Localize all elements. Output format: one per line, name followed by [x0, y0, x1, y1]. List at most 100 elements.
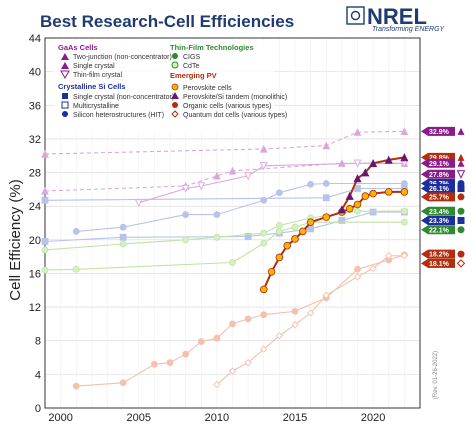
legend-item-perovskite: Perovskite cells — [171, 83, 232, 92]
label-value: 22.1% — [429, 227, 450, 234]
label-value: 23.4% — [429, 209, 450, 216]
label-value: 27.8% — [429, 172, 450, 179]
data-point — [369, 189, 377, 198]
label-marker-icon — [457, 185, 465, 193]
data-point — [337, 205, 346, 214]
data-point — [322, 180, 330, 187]
x-tick-label: 2005 — [127, 412, 151, 424]
label-value: 23.3% — [429, 218, 450, 225]
data-point — [384, 155, 393, 164]
data-point — [119, 379, 127, 387]
data-point — [197, 182, 206, 191]
legend-item-cigs: CIGS — [172, 53, 200, 61]
series-5 — [72, 180, 408, 235]
efficiency-label-7: 22.1% — [421, 225, 465, 234]
data-point — [354, 207, 361, 215]
data-point — [322, 194, 330, 202]
data-point — [150, 360, 158, 368]
data-point — [41, 266, 49, 274]
data-point — [228, 367, 237, 375]
data-point — [182, 350, 190, 358]
data-point — [41, 246, 49, 254]
data-point — [353, 128, 362, 136]
series-4 — [41, 208, 408, 245]
data-point — [244, 358, 252, 367]
revision-note: (Rev. 01-26-2022) — [433, 351, 439, 399]
label-marker-icon — [457, 207, 465, 215]
data-point — [182, 236, 190, 244]
series-line — [44, 162, 405, 192]
y-tick-label: 36 — [29, 100, 41, 112]
data-point — [72, 228, 80, 235]
data-point — [275, 222, 283, 229]
data-point — [259, 162, 268, 171]
data-point — [260, 239, 268, 247]
data-point — [275, 189, 283, 197]
data-point — [213, 380, 221, 389]
data-point — [213, 334, 221, 342]
nrel-logo: NREL Transforming ENERGY — [346, 4, 446, 33]
label-marker-icon — [457, 159, 465, 167]
series-line — [44, 210, 405, 251]
data-point — [213, 171, 221, 180]
svg-text:Single crystal (non-concentrat: Single crystal (non-concentrator) — [73, 94, 174, 101]
filled-circle-icon — [62, 111, 68, 117]
legend-item-quantum-dot: Quantum dot cells (various types) — [171, 110, 287, 119]
data-point — [369, 159, 378, 168]
data-point — [369, 208, 377, 216]
y-tick-label: 0 — [35, 403, 41, 415]
filled-triangle-icon — [171, 92, 179, 99]
data-point — [275, 253, 284, 262]
legend: GaAs Cells Two-junction (non-concentrato… — [54, 41, 287, 133]
series-line — [44, 130, 405, 155]
data-point — [400, 127, 409, 135]
plot-frame — [44, 37, 421, 409]
filled-circle-icon — [172, 102, 178, 108]
data-point — [345, 204, 354, 213]
series-line — [216, 255, 405, 385]
series-10 — [72, 251, 408, 390]
label-value: 25.7% — [429, 195, 450, 202]
data-point — [353, 200, 362, 209]
efficiency-label-8: 25.7% — [421, 192, 465, 202]
label-tag — [421, 215, 455, 225]
data-point — [182, 211, 190, 218]
data-point — [291, 307, 299, 315]
legend-item-si-multi: Multicrystalline — [61, 101, 119, 110]
label-value: 29.8% — [429, 155, 450, 162]
data-point — [166, 359, 174, 366]
series-2 — [134, 159, 409, 208]
data-point — [119, 240, 127, 248]
logo-tagline: Transforming ENERGY — [372, 26, 446, 33]
series-line — [262, 190, 405, 290]
series-6 — [41, 207, 408, 254]
legend-item-gaas-two-junction: Two-junction (non-concentrator) — [61, 53, 172, 61]
series-9 — [337, 153, 409, 214]
x-tick-label: 2015 — [283, 412, 307, 424]
data-point — [322, 213, 331, 221]
y-axis-label: Cell Efficiency (%) — [7, 179, 24, 300]
series-0 — [41, 127, 409, 158]
svg-text:Perovskite/Si tandem (monolith: Perovskite/Si tandem (monolithic) — [183, 94, 287, 101]
data-point — [244, 315, 252, 323]
data-point — [400, 188, 409, 196]
legend-item-si-single: Single crystal (non-concentrator) — [62, 93, 174, 101]
efficiency-label-4: 23.3% — [421, 215, 465, 225]
legend-item-si-hit: Silicon heterostructures (HIT) — [62, 111, 164, 119]
y-tick-label: 12 — [29, 302, 41, 314]
data-point — [306, 309, 315, 317]
data-point — [213, 211, 221, 218]
data-point — [260, 196, 268, 204]
label-tag — [421, 249, 455, 259]
series-8 — [259, 188, 409, 294]
data-point — [134, 199, 143, 208]
data-point — [181, 184, 190, 193]
logo-name: NREL — [367, 4, 427, 29]
data-point — [361, 192, 370, 200]
data-point — [72, 265, 80, 273]
hollow-circle-icon — [171, 61, 179, 69]
data-point — [291, 235, 299, 243]
data-point — [72, 382, 80, 390]
data-point — [353, 174, 362, 183]
